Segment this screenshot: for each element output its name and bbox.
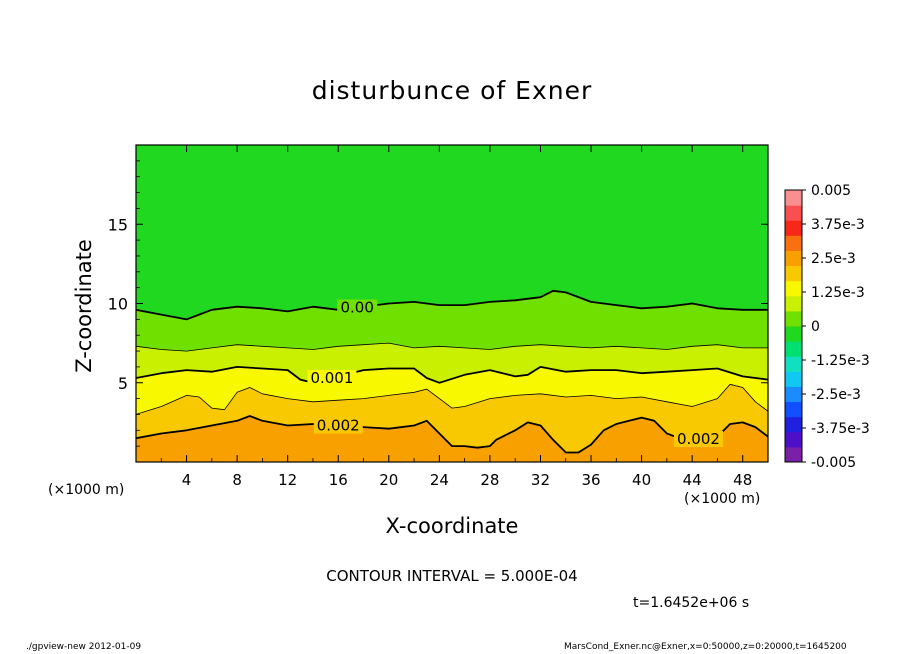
colorbar-segment	[785, 205, 802, 221]
contour-label-bg-0	[337, 299, 378, 316]
colorbar: 0.005 3.75e-3 2.5e-3 1.25e-3 0 -1.25e-3 -2.5e-…	[784, 183, 870, 471]
x-tick-label: 12	[278, 471, 297, 489]
contour-labels: 0.00 0.001 0.002 0.002	[307, 298, 723, 448]
fill-band-surface	[136, 430, 768, 462]
x-axis-label: X-coordinate	[385, 514, 519, 538]
colorbar-segment	[785, 280, 802, 297]
x-tick-label: 36	[581, 471, 600, 489]
contour-label: 0.002	[317, 417, 360, 435]
x-tick-label: 24	[430, 471, 449, 489]
colorbar-segment	[785, 446, 802, 463]
colorbar-tick-label: -2.5e-3	[811, 387, 861, 403]
colorbar-segment	[785, 295, 802, 312]
colorbar-tick-label: 3.75e-3	[811, 217, 865, 233]
colorbar-tick-label: -3.75e-3	[811, 421, 870, 437]
colorbar-segment	[785, 431, 802, 448]
x-tick-label: 44	[683, 471, 702, 489]
contour-line-0	[136, 289, 768, 321]
colorbar-segment	[785, 371, 802, 387]
footer-dataset-label: MarsCond_Exner.nc@Exner,x=0:50000,z=0:20…	[564, 642, 847, 652]
colorbar-segment	[785, 310, 802, 327]
colorbar-tick-label: 2.5e-3	[811, 251, 856, 267]
colorbar-segment	[785, 416, 802, 433]
contour-label: 0.001	[310, 369, 353, 387]
colorbar-segment	[785, 220, 802, 236]
colorbar-tick-label: 0	[811, 319, 820, 335]
colorbar-segment	[785, 356, 802, 372]
x-tick-label: 28	[480, 471, 499, 489]
x-tick-label: 8	[232, 471, 242, 489]
colorbar-segment	[785, 265, 802, 282]
time-label: t=1.6452e+06 s	[633, 595, 750, 611]
footer-program-label: ./gpview-new 2012-01-09	[26, 642, 142, 652]
colorbar-tick-label: -1.25e-3	[811, 353, 870, 369]
x-axis-unit-left: (×1000 m)	[48, 482, 125, 498]
colorbar-tick-label: 0.005	[811, 183, 851, 199]
contour-label-bg-2	[307, 369, 357, 386]
colorbar-segment	[785, 235, 802, 251]
x-tick-label: 32	[531, 471, 550, 489]
colorbar-tick-label: -0.005	[811, 455, 856, 471]
x-tick-label: 48	[733, 471, 752, 489]
colorbar-segment	[785, 190, 802, 206]
x-tick-label: 16	[329, 471, 348, 489]
plot-fill-bands	[136, 145, 768, 462]
x-tick-label: 4	[182, 471, 192, 489]
contour-lines	[136, 289, 768, 454]
contour-line-1	[136, 342, 768, 352]
colorbar-segment	[785, 250, 802, 267]
y-tick-label: 15	[108, 215, 128, 234]
colorbar-segment	[785, 401, 802, 418]
y-tick-label: 5	[118, 374, 128, 393]
contour-interval-label: CONTOUR INTERVAL = 5.000E-04	[326, 567, 578, 585]
x-tick-label: 40	[632, 471, 651, 489]
contour-label-bg-5	[673, 431, 723, 448]
colorbar-segment	[785, 326, 802, 342]
contour-line-4	[136, 415, 768, 454]
colorbar-segment	[785, 341, 802, 357]
y-tick-label: 10	[108, 295, 128, 314]
x-tick-label: 20	[379, 471, 398, 489]
contour-label: 0.002	[677, 430, 720, 448]
colorbar-segment	[785, 386, 802, 403]
x-axis-unit-right: (×1000 m)	[684, 491, 761, 507]
chart-title: disturbunce of Exner	[311, 76, 593, 105]
colorbar-tick-label: 1.25e-3	[811, 285, 865, 301]
contour-line-2	[136, 366, 768, 384]
contour-label: 0.00	[340, 298, 373, 316]
contour-line-3	[136, 383, 768, 415]
contour-label-bg-4	[313, 417, 363, 434]
